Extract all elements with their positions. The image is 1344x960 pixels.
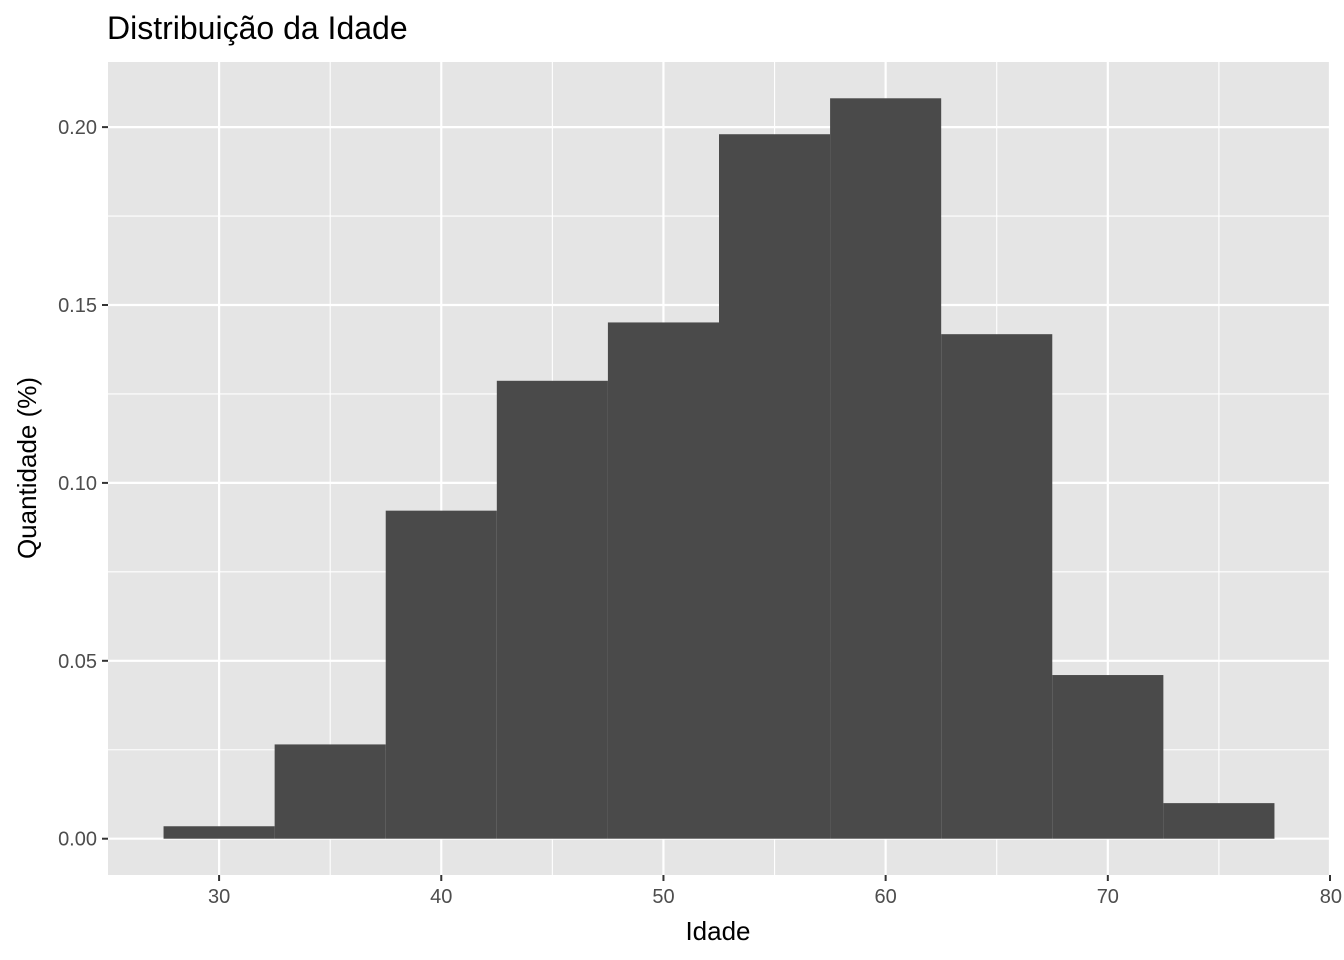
x-axis-title: Idade (685, 916, 750, 946)
y-tick-label: 0.05 (58, 651, 97, 673)
chart-title: Distribuição da Idade (107, 10, 408, 46)
x-tick-label: 30 (208, 886, 230, 908)
y-tick-label: 0.10 (58, 473, 97, 495)
x-tick-label: 70 (1097, 886, 1119, 908)
x-tick-label: 60 (875, 886, 897, 908)
histogram-bar (830, 98, 942, 839)
y-axis: 0.00 0.05 0.10 0.15 0.20 (58, 117, 108, 851)
x-axis: 30 40 50 60 70 80 (208, 875, 1342, 908)
histogram-bar (719, 134, 831, 839)
histogram-bar (607, 322, 719, 839)
histogram-bar (496, 380, 608, 839)
histogram-bar (274, 744, 386, 839)
x-tick-label: 50 (652, 886, 674, 908)
y-tick-label: 0.20 (58, 117, 97, 139)
histogram-bar (1163, 803, 1275, 839)
histogram-bar (941, 334, 1053, 839)
y-tick-label: 0.15 (58, 295, 97, 317)
x-tick-label: 80 (1320, 886, 1342, 908)
histogram-bar (385, 510, 497, 839)
histogram-bar (163, 826, 275, 839)
y-axis-title: Quantidade (%) (12, 377, 42, 559)
histogram-bars (163, 98, 1275, 839)
histogram-bar (1052, 675, 1164, 839)
y-tick-label: 0.00 (58, 829, 97, 851)
x-tick-label: 40 (430, 886, 452, 908)
